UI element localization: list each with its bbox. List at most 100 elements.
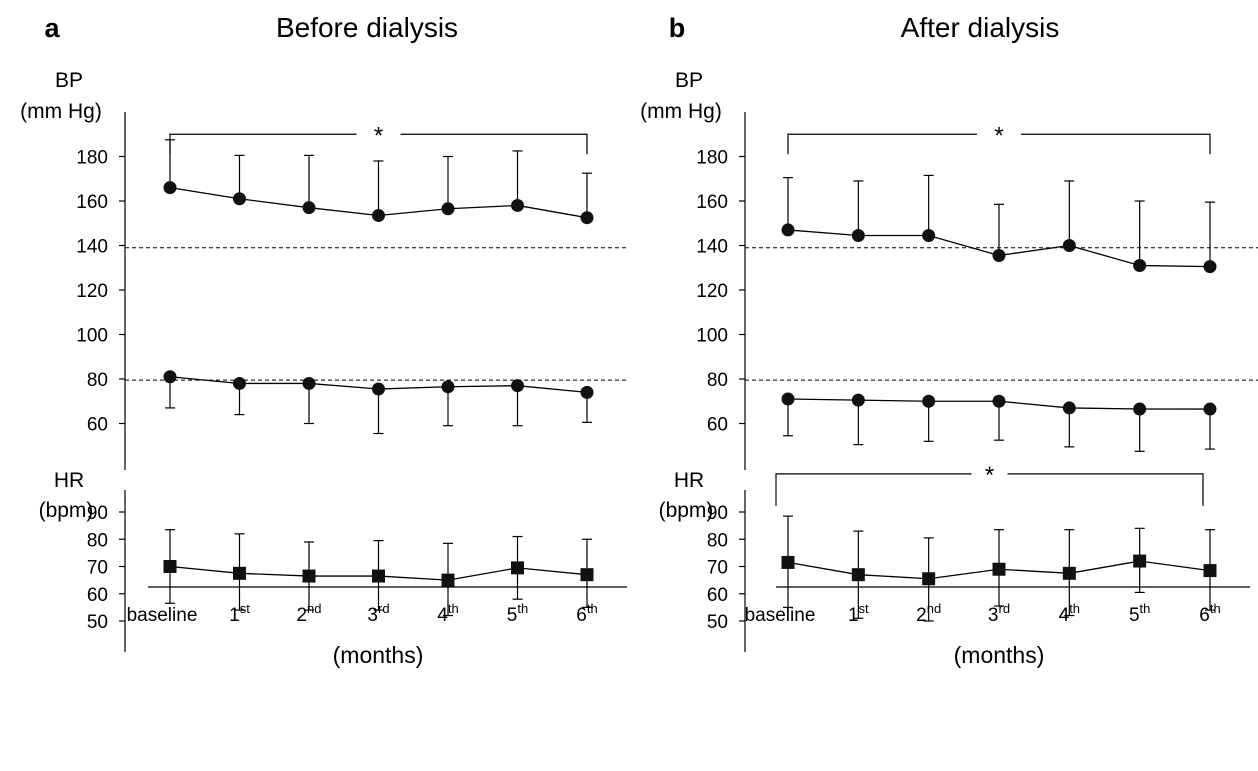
bp-data-point [441,380,455,394]
hr-data-point [992,562,1006,576]
x-tick-label-superscript: th [1140,601,1151,616]
bp-data-point [163,181,177,195]
bp-significance-bracket [169,133,357,155]
x-tick-label-superscript: th [1210,601,1221,616]
x-axis-label: (months) [954,642,1045,668]
hr-data-point [851,568,865,582]
bp-data-point [302,376,316,390]
hr-ylabel-unit: (bpm) [659,499,714,522]
x-tick-label-base: 2 [916,605,927,626]
hr-y-tick-label: 90 [707,503,728,524]
bp-ylabel: BP [675,69,703,92]
bp-y-tick-label: 120 [696,281,728,302]
bp-data-point [1062,401,1076,415]
bp-y-tick-label: 180 [696,148,728,169]
hr-data-point [233,566,246,580]
bp-data-point [781,392,795,406]
bp-data-point [851,228,865,242]
x-tick-label-superscript: th [587,601,598,616]
bp-y-tick-label: 140 [696,237,728,258]
bp-data-point [1203,260,1217,274]
hr-data-point [781,555,795,569]
bp-data-point [302,201,316,215]
hr-y-tick-label: 90 [87,503,108,524]
x-tick-label: 1st [848,601,869,626]
x-tick-label-base: 3 [367,605,378,626]
bp-data-point [1133,259,1147,273]
bp-data-point [233,192,246,206]
x-tick-label-superscript: th [517,601,528,616]
hr-ylabel-unit: (bpm) [39,499,94,522]
x-tick-label-superscript: rd [999,601,1011,616]
bp-data-point [233,376,246,390]
bp-data-point [922,394,936,408]
hr-significance-marker: * [985,462,994,489]
x-tick-label-base: 2 [296,605,307,626]
bp-data-point [163,370,177,384]
hr-ylabel: HR [674,469,704,492]
panel-title: Before dialysis [276,12,458,43]
bp-y-tick-label: 80 [87,370,108,391]
x-tick-label-superscript: th [1069,601,1080,616]
bp-data-point [992,249,1006,263]
x-tick-label-superscript: nd [307,601,321,616]
x-tick-label: 3rd [988,601,1010,626]
bp-data-point [511,379,524,393]
bp-y-tick-label: 100 [76,326,108,347]
bp-y-tick-label: 100 [696,326,728,347]
panel-title: After dialysis [901,12,1060,43]
hr-data-point [302,569,316,583]
bp-data-point [372,382,385,396]
bp-data-point [441,202,455,216]
x-tick-label: baseline [127,605,198,626]
panel-letter: a [44,13,60,43]
hr-significance-bracket [775,473,972,506]
hr-data-point [441,573,455,587]
x-tick-label-superscript: nd [927,601,941,616]
x-tick-label: 5th [1129,601,1150,626]
bp-data-point [851,393,865,407]
x-tick-label: 6th [1199,601,1220,626]
hr-y-tick-label: 70 [707,558,728,579]
x-tick-label: 2nd [296,601,321,626]
bp-data-point [511,198,524,212]
x-tick-label-base: 4 [1059,605,1070,626]
bp-significance-bracket [400,133,588,155]
bp-y-tick-label: 180 [76,148,108,169]
bp-data-point [580,211,594,225]
hr-y-tick-label: 60 [707,585,728,606]
x-tick-label-base: 5 [507,605,518,626]
x-tick-label: 3rd [367,601,389,626]
x-tick-label: baseline [745,605,816,626]
bp-significance-bracket [1021,133,1211,155]
x-tick-label-base: 1 [229,605,240,626]
bp-y-tick-label: 60 [707,415,728,436]
bp-data-point [1133,402,1147,416]
hr-y-tick-label: 80 [707,530,728,551]
hr-data-point [1062,566,1076,580]
panel-letter: b [669,13,686,43]
bp-data-point [580,385,594,399]
x-tick-label-base: 3 [988,605,999,626]
bp-data-point [781,223,795,237]
bp-ylabel-unit: (mm Hg) [640,100,722,123]
hr-data-point [163,560,177,573]
bp-significance-marker: * [994,122,1003,149]
hr-data-point [1203,564,1217,578]
hr-significance-bracket [1007,473,1204,506]
x-tick-label: 4th [437,601,458,626]
x-tick-label-base: 4 [437,605,448,626]
hr-y-tick-label: 70 [87,558,108,579]
bp-data-point [1203,402,1217,416]
hr-y-tick-label: 80 [87,530,108,551]
hr-y-tick-label: 60 [87,585,108,606]
hr-data-point [922,572,936,586]
x-tick-label: 4th [1059,601,1080,626]
x-tick-label: 1st [229,601,250,626]
x-tick-label-base: 6 [576,605,587,626]
x-tick-label-superscript: th [448,601,459,616]
x-tick-label-base: 5 [1129,605,1140,626]
